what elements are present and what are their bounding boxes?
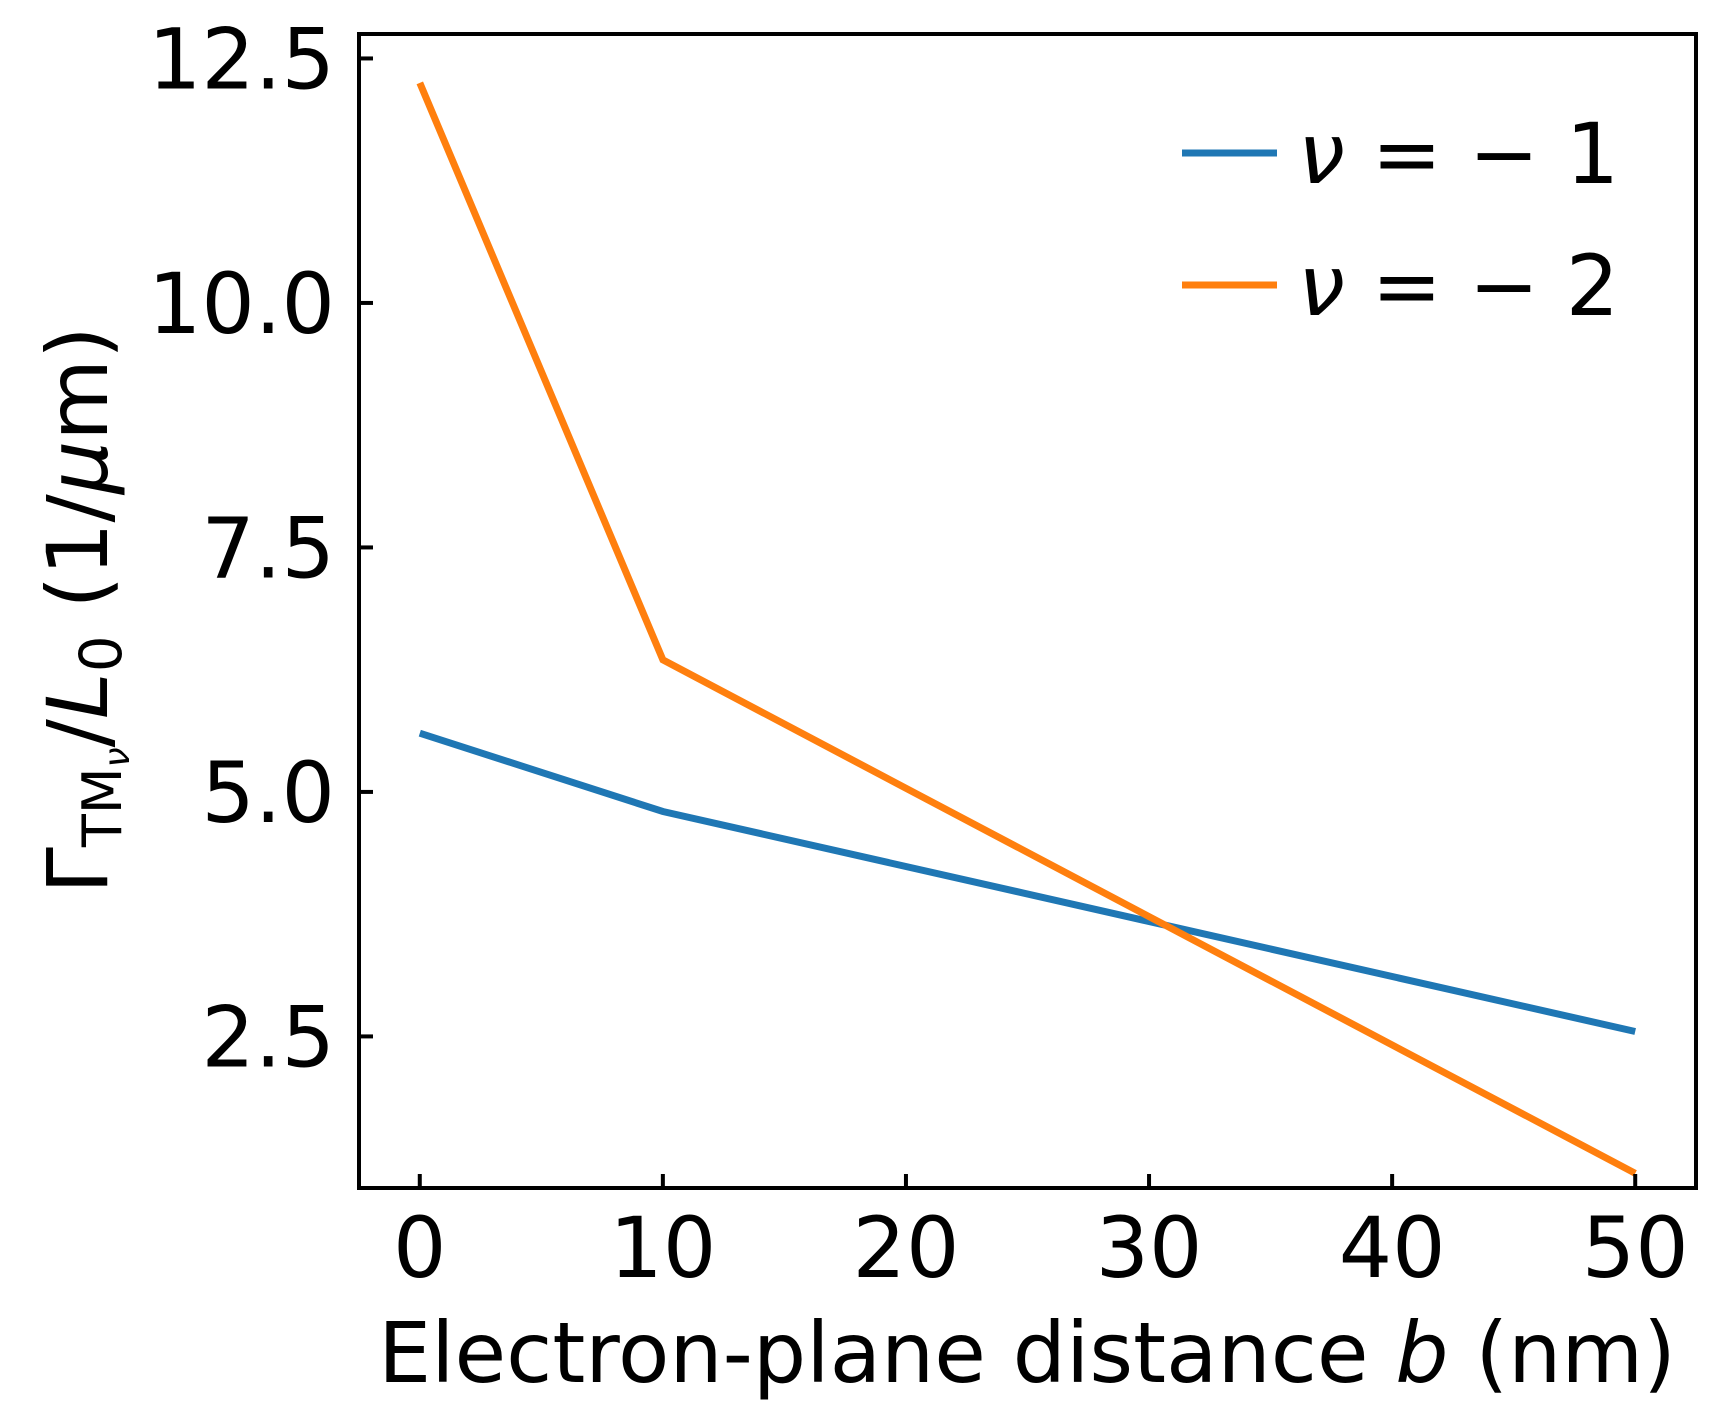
series-line-1 (418, 729, 1636, 1035)
legend-label-1: ν = − 1 (1298, 105, 1619, 203)
tick-layer (359, 56, 1638, 1188)
y-tick-label-2: 7.5 (201, 499, 335, 597)
legend-label-rest-1: = − 1 (1345, 105, 1619, 203)
y-axis-label-slash: / (29, 718, 127, 747)
y-axis-label-sub: TM (71, 768, 134, 849)
series-line-2 (416, 81, 1637, 1177)
x-axis-label-var: b (1395, 1304, 1448, 1402)
x-tick-label-2: 20 (853, 1199, 960, 1297)
series-layer (416, 81, 1637, 1177)
x-tick-label-1: 10 (609, 1199, 716, 1297)
y-axis-label-var-sub: 0 (67, 635, 135, 672)
y-axis-label-unit-mu: μ (29, 441, 127, 496)
x-tick-label-5: 50 (1582, 1199, 1689, 1297)
y-tick-label-3: 10.0 (148, 255, 335, 353)
y-tick-label-0: 2.5 (201, 988, 335, 1086)
y-axis-label: ΓTMν/L0 (1/μm) (29, 326, 138, 894)
legend-label-2: ν = − 2 (1298, 237, 1619, 335)
y-axis-label-unit-open: (1/ (29, 493, 127, 635)
legend-label-var-2: ν (1298, 237, 1345, 335)
y-tick-label-1: 5.0 (201, 744, 335, 842)
legend-label-rest-2: = − 2 (1345, 237, 1619, 335)
label-layer: 0 10 20 30 40 50 2.5 5.0 7.5 10.0 12.5 (148, 10, 1689, 1297)
x-tick-label-4: 40 (1339, 1199, 1446, 1297)
y-axis-label-unit-close: m) (29, 326, 127, 441)
y-axis-label-subsub: ν (97, 747, 138, 767)
y-axis-label-var: L (29, 672, 127, 719)
x-tick-label-0: 0 (393, 1199, 446, 1297)
x-axis-label-suffix: (nm) (1449, 1304, 1676, 1402)
legend: ν = − 1ν = − 2 (1182, 105, 1619, 335)
x-tick-label-3: 30 (1096, 1199, 1203, 1297)
x-axis-label: Electron-plane distance b (nm) (378, 1304, 1676, 1402)
x-axis-label-prefix: Electron-plane distance (378, 1304, 1395, 1402)
legend-label-var-1: ν (1298, 105, 1345, 203)
y-tick-label-4: 12.5 (148, 10, 335, 108)
plot-frame (357, 32, 1698, 1190)
y-axis-label-gamma: Γ (29, 847, 127, 894)
